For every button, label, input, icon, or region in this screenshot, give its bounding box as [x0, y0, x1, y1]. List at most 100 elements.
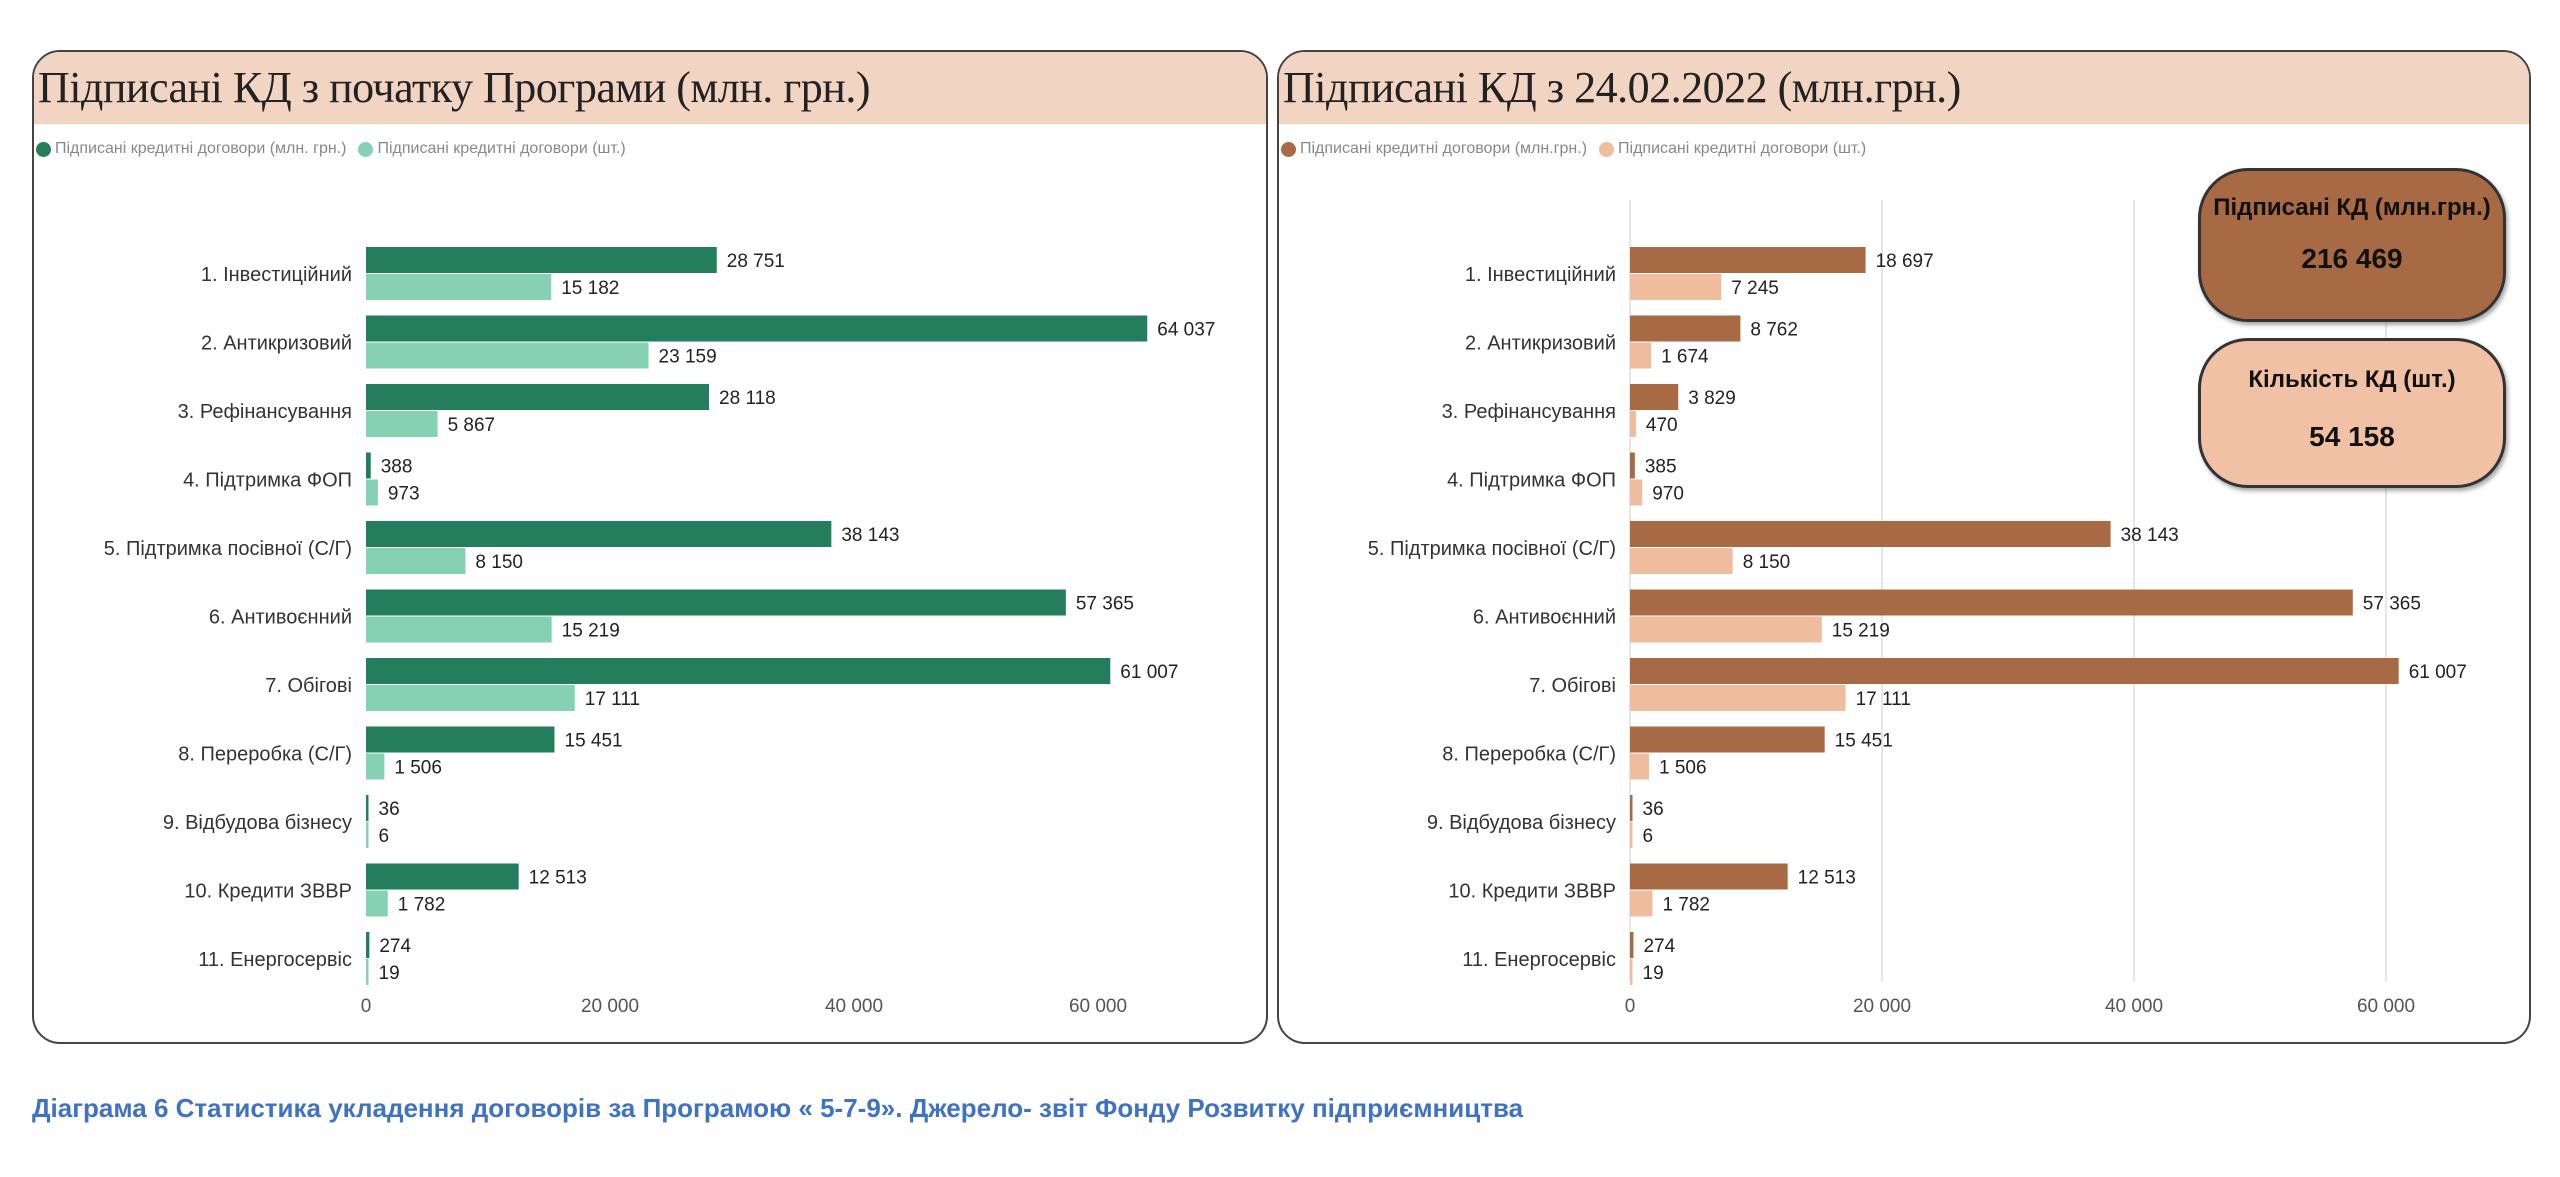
- bar: [1630, 315, 1741, 342]
- x-tick-label: 60 000: [2357, 996, 2415, 1017]
- data-label: 1 674: [1661, 347, 1709, 368]
- kpi-signed-amount: Підписані КД (млн.грн.) 216 469: [2198, 168, 2506, 322]
- category-label: 8. Переробка (С/Г): [1442, 744, 1616, 766]
- legend-label: Підписані кредитні договори (шт.): [1618, 140, 1867, 157]
- data-label: 17 111: [585, 689, 640, 710]
- data-label: 8 150: [475, 552, 523, 573]
- chart-title: Підписані КД з 24.02.2022 (млн.грн.): [1283, 63, 1961, 112]
- bar: [1630, 479, 1643, 506]
- bar: [1630, 411, 1636, 437]
- bar: [1630, 274, 1722, 300]
- bar: [1630, 685, 1846, 711]
- legend-item: Підписані кредитні договори (млн. грн.): [36, 140, 346, 158]
- category-label: 1. Інвестиційний: [1465, 264, 1616, 286]
- legend-dot-icon: [358, 141, 374, 157]
- data-label: 57 365: [2363, 594, 2421, 615]
- data-label: 5 867: [448, 415, 496, 436]
- category-label: 11. Енергосервіс: [198, 949, 352, 971]
- bar: [366, 479, 378, 506]
- data-label: 28 118: [719, 388, 776, 409]
- legend: Підписані кредитні договори (млн.грн.) П…: [1281, 140, 1874, 158]
- data-label: 6: [379, 826, 390, 847]
- x-tick-label: 60 000: [1069, 996, 1127, 1017]
- x-tick-label: 20 000: [581, 996, 639, 1017]
- legend-dot-icon: [1281, 141, 1296, 157]
- bar: [1630, 890, 1653, 917]
- legend-dot-icon: [36, 141, 51, 157]
- bar: [1630, 616, 1822, 643]
- bar-chart: 0 20 000 40 000 60 000 1. Інвестиційний 18 69…: [1368, 200, 2467, 1017]
- bar: [1630, 589, 2353, 616]
- data-label: 970: [1652, 484, 1684, 505]
- bar: [366, 342, 649, 369]
- category-label: 10. Кредити ЗВВР: [1448, 881, 1616, 903]
- bar: [1630, 932, 1634, 958]
- category-label: 11. Енергосервіс: [1462, 949, 1616, 971]
- kpi-label: Кількість КД (шт.): [2248, 366, 2456, 393]
- legend-label: Підписані кредитні договори (шт.): [377, 140, 626, 157]
- data-label: 38 143: [841, 525, 899, 546]
- bar: [366, 753, 385, 780]
- bar: [366, 274, 552, 300]
- bar: [366, 959, 369, 985]
- data-label: 36: [379, 799, 400, 820]
- bar: [366, 890, 388, 917]
- legend-item: Підписані кредитні договори (шт.): [358, 140, 626, 158]
- data-label: 15 451: [1835, 731, 1893, 752]
- kpi-count: Кількість КД (шт.) 54 158: [2198, 338, 2506, 488]
- x-tick-label: 0: [361, 996, 372, 1017]
- data-label: 15 219: [562, 621, 620, 642]
- data-label: 15 451: [565, 731, 623, 752]
- category-label: 7. Обігові: [265, 675, 352, 697]
- kpi-value: 216 469: [2301, 243, 2403, 274]
- bar: [366, 616, 552, 643]
- bar: [366, 726, 555, 753]
- category-label: 6. Антивоєнний: [209, 607, 352, 629]
- x-tick-label: 20 000: [1853, 996, 1911, 1017]
- bar: [366, 548, 466, 574]
- chart-panel-since-start: Підписані КД з початку Програми (млн. гр…: [32, 50, 1268, 1044]
- kpi-value: 54 158: [2309, 421, 2395, 452]
- bar: [1630, 452, 1635, 479]
- figure-caption: Діаграма 6 Статистика укладення договорі…: [32, 1093, 1524, 1123]
- x-tick-label: 40 000: [2105, 996, 2163, 1017]
- data-label: 3 829: [1688, 388, 1736, 409]
- data-label: 17 111: [1856, 689, 1911, 710]
- data-label: 19: [1643, 963, 1664, 984]
- bar: [366, 822, 369, 848]
- data-label: 38 143: [2121, 525, 2179, 546]
- data-label: 18 697: [1876, 251, 1934, 272]
- bar: [366, 658, 1111, 684]
- bar: [366, 315, 1148, 342]
- bar: [366, 411, 438, 437]
- category-label: 10. Кредити ЗВВР: [184, 881, 352, 903]
- category-label: 3. Рефінансування: [178, 401, 352, 423]
- bar: [366, 521, 832, 547]
- bar: [366, 247, 717, 273]
- data-label: 6: [1643, 826, 1654, 847]
- data-label: 36: [1643, 799, 1664, 820]
- category-label: 5. Підтримка посівної (С/Г): [104, 538, 352, 560]
- legend-item: Підписані кредитні договори (млн.грн.): [1281, 140, 1587, 158]
- data-label: 7 245: [1731, 278, 1779, 299]
- bar: [1630, 822, 1633, 848]
- bar: [1630, 247, 1866, 273]
- bar: [1630, 795, 1633, 821]
- data-label: 64 037: [1157, 320, 1215, 341]
- bar: [1630, 726, 1825, 753]
- data-label: 15 219: [1832, 621, 1890, 642]
- panel-header: Підписані КД з початку Програми (млн. гр…: [34, 52, 1266, 124]
- category-label: 6. Антивоєнний: [1473, 607, 1616, 629]
- category-label: 3. Рефінансування: [1442, 401, 1616, 423]
- bar: [366, 452, 371, 479]
- bar: [1630, 548, 1733, 574]
- data-label: 61 007: [1120, 662, 1178, 683]
- bar: [1630, 658, 2399, 684]
- bar: [366, 795, 369, 821]
- data-label: 12 513: [1798, 868, 1856, 889]
- data-label: 470: [1646, 415, 1678, 436]
- legend-label: Підписані кредитні договори (млн. грн.): [55, 140, 347, 157]
- chart-panel-since-2022: Підписані КД з 24.02.2022 (млн.грн.) Під…: [1277, 50, 2531, 1044]
- kpi-label: Підписані КД (млн.грн.): [2213, 194, 2491, 221]
- data-label: 388: [381, 457, 413, 478]
